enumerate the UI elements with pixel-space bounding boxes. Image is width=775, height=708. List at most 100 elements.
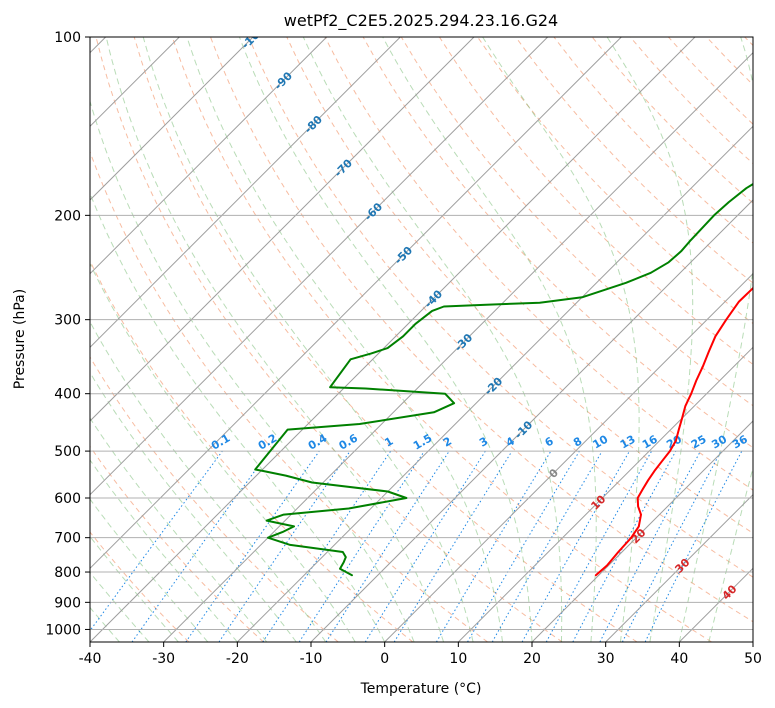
- x-tick-label: 0: [380, 651, 389, 667]
- mixing-ratio-label: 1.5: [411, 432, 434, 453]
- mixing-ratio-line: [325, 450, 450, 642]
- x-tick-label: 30: [597, 651, 615, 667]
- x-axis: -40 -30 -20 -10 0 10 20 30 40 50: [79, 642, 762, 667]
- dry-adiabat: [210, 37, 753, 623]
- dry-adiabat: [744, 37, 753, 47]
- x-tick-label: -10: [300, 651, 323, 667]
- y-axis-label: Pressure (hPa): [12, 289, 28, 389]
- x-tick-label: 50: [744, 651, 762, 667]
- dry-adiabat: [438, 37, 753, 366]
- y-axis: 1000 900 800 700 600 500 400 300 200 100: [45, 30, 90, 638]
- x-tick-label: 40: [670, 651, 688, 667]
- dewpoint-line: [254, 182, 753, 577]
- mixing-ratio-label: 10: [591, 432, 611, 451]
- y-tick-label: 400: [54, 387, 81, 403]
- chart-title: wetPf2_C2E5.2025.294.23.16.G24: [284, 11, 558, 31]
- moist-adiabat: [382, 37, 597, 642]
- isotherm: [531, 420, 753, 642]
- x-tick-label: 10: [449, 651, 467, 667]
- isotherm: [384, 272, 753, 642]
- mixing-ratio-line: [467, 450, 580, 642]
- plot-area: -100-90-80-70-60-50-40-30-20-100.1 0.2 0.4…: [90, 37, 753, 642]
- mixing-ratio-line: [521, 450, 630, 642]
- x-tick-label: -20: [226, 651, 249, 667]
- moist-adiabat: [606, 37, 694, 642]
- mixing-ratio-line: [545, 450, 653, 642]
- y-tick-label: 500: [54, 444, 81, 460]
- moist-adiabat: [90, 192, 386, 642]
- x-axis-label: Temperature (°C): [360, 681, 482, 697]
- y-tick-label: 700: [54, 531, 81, 547]
- isotherm: [90, 37, 549, 496]
- mixing-ratio-line: [185, 450, 320, 642]
- mixing-ratio-line: [644, 450, 743, 642]
- moist-adiabat: [105, 37, 445, 642]
- mixing-ratio-line: [572, 450, 677, 642]
- background-lines: [90, 37, 753, 642]
- y-tick-label: 300: [54, 313, 81, 329]
- moist-adiabat: [302, 37, 563, 642]
- mixing-ratio-line: [218, 450, 351, 642]
- dry-adiabat: [90, 356, 339, 642]
- mixing-ratio-line: [364, 450, 486, 642]
- sounding-series: [254, 182, 753, 577]
- moist-adiabat: [708, 466, 753, 642]
- mixing-ratio-line: [131, 450, 270, 642]
- isotherm-label: -90: [272, 69, 295, 92]
- dry-adiabat: [133, 37, 638, 642]
- x-tick-label: 20: [523, 651, 541, 667]
- mixing-ratio-line: [90, 450, 223, 632]
- dry-adiabat: [95, 37, 563, 642]
- isotherm: [310, 199, 753, 642]
- moist-adiabat: [678, 37, 753, 642]
- dry-adiabat: [171, 37, 712, 642]
- mixing-ratio-label: 36: [730, 432, 750, 451]
- moist-adiabat: [238, 37, 533, 642]
- isotherm: [163, 51, 753, 642]
- moist-adiabat: [90, 459, 238, 642]
- y-tick-label: 900: [54, 595, 81, 611]
- dry-adiabat: [515, 37, 753, 284]
- dry-adiabat: [248, 37, 753, 578]
- isotherm: [90, 37, 696, 642]
- mixing-ratio-label: 0.1: [209, 432, 232, 453]
- moist-adiabat: [90, 99, 415, 642]
- moist-adiabat: [90, 498, 209, 642]
- moist-adiabat: [142, 37, 474, 642]
- isotherm: [90, 37, 622, 570]
- mixing-ratio-label: 3: [477, 435, 490, 450]
- plot-frame: [89, 36, 754, 643]
- isotherm: [605, 493, 753, 642]
- dry-adiabat: [706, 37, 753, 86]
- mixing-ratio-label: 1: [382, 435, 395, 450]
- x-tick-label: -40: [79, 651, 102, 667]
- dry-adiabat: [90, 445, 264, 642]
- isotherm: [90, 37, 254, 201]
- y-tick-label: 600: [54, 491, 81, 507]
- dry-adiabat: [400, 37, 753, 407]
- moist-adiabat: [90, 571, 150, 642]
- mixing-ratio-line: [393, 450, 513, 642]
- dry-adiabat: [90, 150, 488, 642]
- mixing-ratio-label: 30: [709, 432, 729, 451]
- y-tick-label: 800: [54, 565, 81, 581]
- mixing-ratio-line: [298, 450, 425, 642]
- moist-adiabat: [90, 262, 356, 642]
- isotherm: [90, 37, 475, 422]
- mixing-ratio-line: [599, 450, 701, 642]
- dry-adiabat: [553, 37, 753, 244]
- isotherm: [90, 37, 328, 275]
- moist-adiabat: [90, 417, 268, 642]
- dry-adiabat: [668, 37, 753, 125]
- dry-adiabat: [90, 531, 190, 642]
- y-tick-label: 200: [54, 208, 81, 224]
- moist-adiabat: [482, 37, 640, 642]
- mixing-ratio-label: 0.4: [306, 431, 330, 452]
- mixing-ratio-label: 6: [543, 434, 556, 449]
- isotherm: [457, 346, 753, 642]
- x-tick-label: -30: [152, 651, 175, 667]
- dry-adiabat: [90, 259, 414, 642]
- isotherm: [678, 567, 753, 642]
- isotherm: [752, 641, 753, 642]
- temperature-line: [594, 286, 753, 577]
